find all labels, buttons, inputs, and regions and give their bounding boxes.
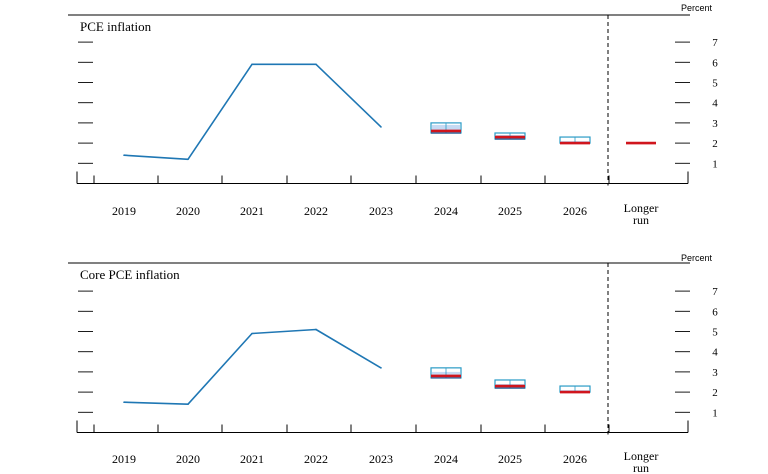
chart-panel-1: Percent PCE inflation 1 2 3 4 5 6 7 2019 2020 2021 2… [68,3,718,227]
x-tick-label: 2025 [498,204,522,218]
y-tick-label: 7 [712,37,718,49]
x-tick-label: 2026 [563,452,587,466]
x-tick-label: 2020 [176,452,200,466]
projection-2026 [559,385,591,394]
x-tick-label: 2019 [112,452,136,466]
x-tick-label: Longer run [624,449,659,474]
x-tick-label: 2025 [498,452,522,466]
history-point [251,332,253,335]
x-tick-label: 2024 [434,204,458,218]
x-tick-label: 2022 [304,452,328,466]
y-tick-label: 2 [712,138,718,150]
history-point [123,401,125,404]
history-point [123,154,125,157]
chart-title: Core PCE inflation [80,267,180,282]
y-tick-label: 4 [712,347,718,359]
x-tick-label: Longer run [624,201,659,227]
chart-title: PCE inflation [80,19,152,34]
y-tick-label: 6 [712,57,718,69]
x-tick-label: 2019 [112,204,136,218]
projection-2026 [559,136,591,145]
history-point [251,63,253,66]
x-tick-label: 2022 [304,204,328,218]
x-tick-label: 2020 [176,204,200,218]
y-tick-label: 1 [712,407,718,419]
y-tick-label: 2 [712,387,718,399]
x-tick-label: 2023 [369,452,393,466]
y-tick-label: 3 [712,367,718,379]
history-line [123,63,382,161]
history-point [380,126,382,128]
history-point [315,328,317,331]
projection-2024 [430,122,462,134]
y-tick-label: 4 [712,98,718,110]
unit-label: Percent [681,253,713,263]
projection-2024 [430,367,462,379]
x-tick-label: 2026 [563,204,587,218]
history-line [123,328,382,406]
projection-2025 [494,132,526,140]
chart-panel-2: Percent Core PCE inflation 1 2 3 4 5 6 7 2019 2020… [68,253,718,474]
y-tick-label: 5 [712,78,718,90]
history-point [187,158,189,161]
history-point [380,367,382,369]
history-point [315,63,317,66]
x-tick-label: 2021 [240,452,264,466]
history-point [187,403,189,406]
y-tick-label: 6 [712,306,718,318]
projection-2025 [494,379,526,389]
y-tick-label: 5 [712,327,718,339]
x-tick-label: 2023 [369,204,393,218]
y-tick-label: 1 [712,158,718,170]
unit-label: Percent [681,3,713,13]
y-tick-label: 7 [712,286,718,298]
x-tick-label: 2021 [240,204,264,218]
y-tick-label: 3 [712,118,718,130]
x-tick-label: 2024 [434,452,458,466]
